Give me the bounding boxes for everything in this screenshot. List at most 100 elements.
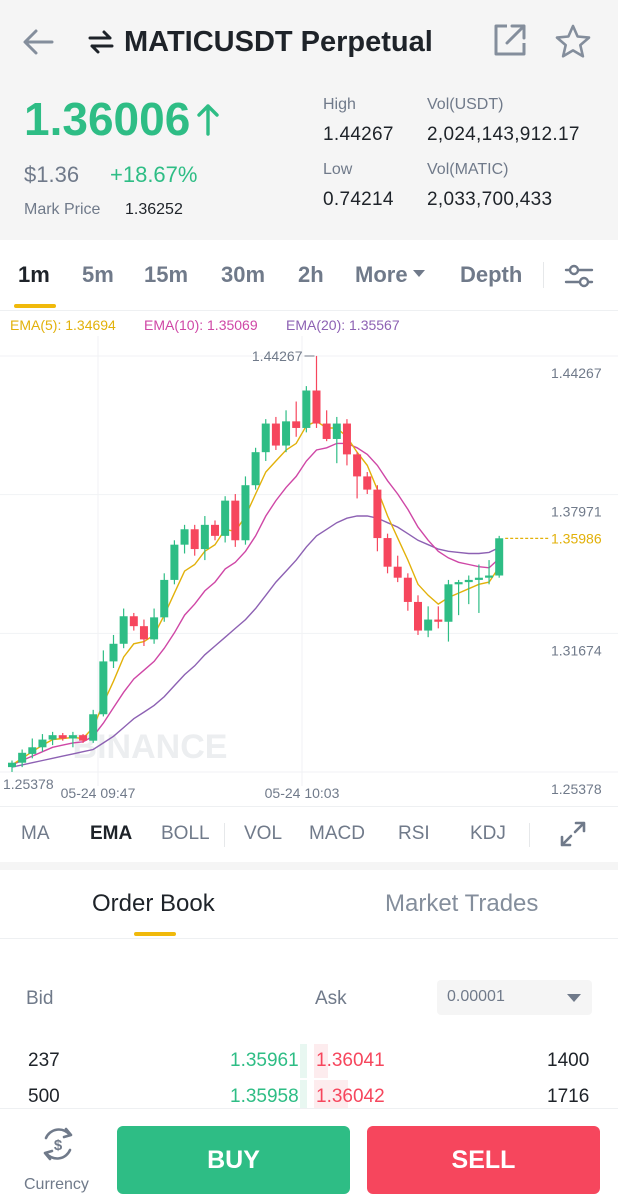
ask-depth-bar [314,1044,328,1078]
candle-body [474,577,483,580]
candlestick-chart[interactable]: BINANCE 1.44267 1.37971 1.31674 1.25378 05-24… [0,336,618,806]
candle-body [231,500,240,541]
candle-body [48,735,57,740]
ask-price: 1.36041 [316,1050,385,1071]
indicator-vol[interactable]: VOL [244,823,283,844]
indicator-macd[interactable]: MACD [309,823,365,844]
ask-price: 1.36042 [316,1086,385,1107]
candle-body [170,544,179,580]
candle-body [403,577,412,602]
more-label: More [355,262,408,287]
tab-2h[interactable]: 2h [298,262,324,287]
mark-price-value: 1.36252 [125,201,183,218]
change-percent: +18.67% [110,162,198,187]
candle-body [261,423,270,453]
candle-body [454,582,463,585]
candle-body [332,423,341,439]
candle-body [150,617,159,640]
arrow-left-icon[interactable] [18,22,58,62]
precision-value: 0.00001 [447,988,505,1005]
tab-15m[interactable]: 15m [144,262,189,287]
ema5-value: EMA(5): 1.34694 [10,317,116,333]
candle-body [495,538,504,576]
candle-body [38,739,47,748]
candle-body [221,500,230,536]
candle-body [434,619,443,622]
candle-body [211,524,219,536]
symbol-selector[interactable]: MATICUSDT Perpetual [86,22,433,62]
ask-header: Ask [315,988,347,1009]
currency-exchange-icon[interactable]: $ [38,1124,78,1164]
candle-body [485,575,494,578]
candle-body [322,423,331,439]
candle-body [363,476,372,490]
indicator-divider [529,823,530,847]
external-link-icon[interactable] [492,22,528,58]
candle-body [271,423,280,446]
last-price-label: 1.35986 [551,530,602,546]
usd-price: $1.36 [24,162,80,187]
tab-order-book[interactable]: Order Book [92,890,215,917]
vol-matic-value: 2,033,700,433 [427,189,553,210]
interval-tabs: 1m 5m 15m 30m 2h More Depth [0,250,618,310]
candle-body [109,643,118,662]
candle-body [8,762,16,768]
sliders-icon[interactable] [563,262,595,290]
indicator-ema[interactable]: EMA [90,823,133,844]
tab-5m[interactable]: 5m [82,262,114,287]
candle-body [251,452,260,486]
bid-price: 1.35961 [230,1050,299,1071]
active-tab-indicator [134,932,176,936]
tab-divider [543,262,544,288]
candle-body [292,421,301,428]
page-title: MATICUSDT Perpetual [124,25,433,58]
last-price: 1.36006 [24,92,220,146]
low-value: 0.74214 [323,189,394,210]
candle-body [190,529,199,550]
indicator-boll[interactable]: BOLL [161,823,210,844]
x-tick-label: 05-24 10:03 [265,785,340,801]
indicator-kdj[interactable]: KDJ [470,823,506,844]
tab-30m[interactable]: 30m [221,262,266,287]
tabs-divider [0,310,618,311]
low-marker: 1.25378 [3,776,54,792]
expand-arrows-icon[interactable] [559,820,587,848]
watermark: BINANCE [73,728,228,766]
precision-select[interactable]: 0.00001 [437,980,592,1015]
tab-1m[interactable]: 1m [18,262,50,287]
caret-down-icon [567,994,581,1002]
tab-depth[interactable]: Depth [460,262,523,287]
high-label: High [323,96,356,113]
star-outline-icon[interactable] [553,22,593,62]
mark-price-label: Mark Price [24,201,101,218]
currency-label[interactable]: Currency [24,1176,89,1193]
candle-body [79,735,88,741]
candle-body [302,390,311,428]
order-book-row[interactable]: 237 1.35961 1.36041 1400 [0,1044,618,1080]
tab-market-trades[interactable]: Market Trades [385,890,539,917]
y-tick-label: 1.25378 [551,781,602,797]
indicator-rsi[interactable]: RSI [398,823,430,844]
arrow-up-icon [197,104,219,136]
ask-qty: 1400 [547,1050,590,1071]
ema20-line [11,515,500,768]
tab-more[interactable]: More [355,262,425,288]
candle-body [282,421,291,446]
candle-body [200,524,209,550]
active-tab-indicator [14,304,56,308]
y-tick-label: 1.44267 [551,365,602,381]
candle-body [89,714,98,741]
vol-usdt-value: 2,024,143,912.17 [427,124,580,145]
low-label: Low [323,161,353,178]
high-value: 1.44267 [323,124,394,145]
candle-body [464,579,473,583]
section-separator [0,862,618,870]
candle-body [119,616,128,644]
sell-button[interactable]: SELL [367,1126,600,1194]
svg-text:$: $ [54,1137,63,1154]
buy-button[interactable]: BUY [117,1126,350,1194]
indicator-ma[interactable]: MA [21,823,50,844]
candle-body [373,489,382,539]
y-tick-label: 1.31674 [551,642,602,658]
y-tick-label: 1.37971 [551,504,602,520]
